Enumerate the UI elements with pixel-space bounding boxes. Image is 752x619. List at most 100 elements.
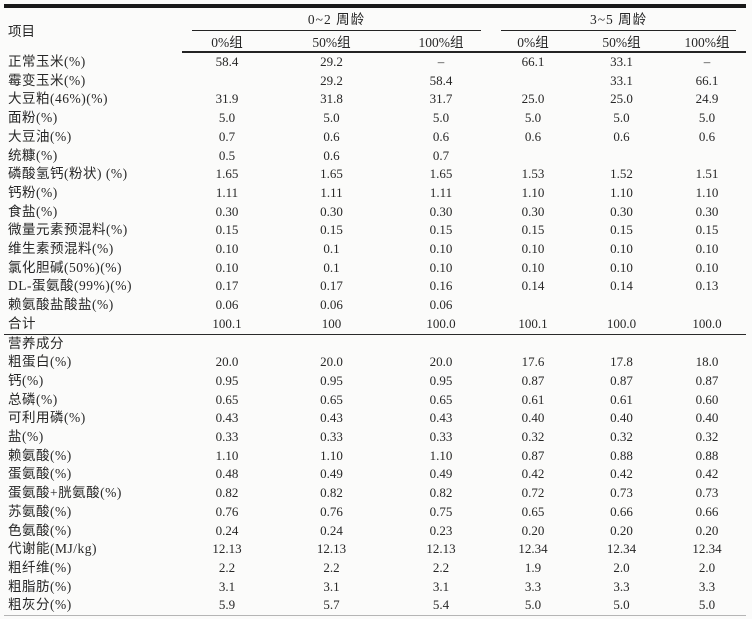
cell-value: 0.33	[215, 429, 239, 445]
cell-value: 58.4	[429, 72, 453, 88]
table-row: 合计 100.1 100 100.0 100.1 100.0 100.0	[4, 315, 746, 334]
cell-value: 0.42	[521, 466, 545, 482]
row-label: 正常玉米(%)	[8, 53, 86, 69]
cell-value: 100.0	[606, 315, 637, 331]
cell-value: 31.7	[429, 91, 453, 107]
cell-value: 5.0	[575, 596, 669, 617]
table-row: 总磷(%) 0.65 0.65 0.65 0.61 0.61 0.60	[4, 391, 746, 410]
table-row: 氯化胆碱(50%)(%) 0.10 0.1 0.10 0.10 0.10 0.10	[4, 259, 746, 278]
cell-value: 0.10	[215, 259, 239, 275]
row-label: 粗纤维(%)	[8, 559, 72, 575]
row-label: DL-蛋氨酸(99%)(%)	[8, 278, 132, 294]
cell-value: 0.15	[215, 222, 239, 238]
row-label: 粗蛋白(%)	[8, 354, 72, 370]
cell-value: 0.30	[610, 203, 633, 219]
cell-value: 0.1	[323, 259, 340, 275]
cell-value: 0.15	[695, 222, 719, 238]
table-row: 大豆油(%) 0.7 0.6 0.6 0.6 0.6 0.6	[4, 128, 746, 147]
cell-value: 1.10	[521, 184, 545, 200]
cell-value	[668, 147, 746, 166]
cell-value: 0.30	[429, 203, 453, 219]
row-label: 粗灰分(%)	[4, 596, 182, 617]
table-row: 大豆粕(46%)(%) 31.9 31.8 31.7 25.0 25.0 24.9	[4, 90, 746, 109]
cell-value: 0.7	[218, 128, 236, 144]
table-row: 正常玉米(%) 58.4 29.2 – 66.1 33.1 –	[4, 52, 746, 72]
row-label: 可利用磷(%)	[8, 410, 86, 426]
cell-value: 31.9	[215, 91, 239, 107]
cell-value: 0.87	[521, 447, 545, 463]
cell-value: 17.6	[521, 354, 545, 370]
item-column-header: 项目	[8, 24, 35, 39]
cell-value: 2.2	[432, 559, 450, 575]
row-label: 赖氨酸盐酸盐(%)	[8, 297, 114, 313]
column-header-row: 0%组 50%组 100%组 0%组 50%组 100%组	[4, 31, 747, 53]
cell-value: –	[703, 54, 711, 69]
cell-value: 0.30	[695, 203, 719, 219]
cell-value: 0.6	[323, 128, 340, 144]
cell-value: 0.20	[521, 522, 545, 538]
cell-value: 0.95	[320, 372, 343, 388]
cell-value: 0.61	[521, 391, 545, 407]
cell-value: 1.65	[429, 166, 453, 182]
cell-value: 0.48	[215, 466, 239, 482]
table-row: 粗灰分(%) 5.9 5.7 5.4 5.0 5.0 5.0	[4, 596, 747, 617]
row-label: 食盐(%)	[8, 203, 58, 219]
cell-value: 33.1	[610, 72, 633, 88]
cell-value: 100.0	[426, 315, 456, 331]
row-label: 苏氨酸(%)	[8, 503, 72, 519]
cell-value: 1.10	[429, 447, 453, 463]
row-label: 氯化胆碱(50%)(%)	[8, 259, 122, 275]
cell-value: 1.10	[320, 447, 343, 463]
group-header-3-5-weeks-label: 3~5 周龄	[501, 8, 737, 31]
cell-value: 0.10	[521, 241, 545, 257]
column-header: 100%组	[668, 31, 747, 53]
cell-value: 1.51	[695, 166, 719, 182]
cell-value: 0.82	[429, 485, 453, 501]
row-label: 色氨酸(%)	[8, 522, 72, 538]
section-header-row: 营养成分	[4, 333, 747, 354]
cell-value: 0.76	[215, 503, 239, 519]
table-row: 赖氨酸(%) 1.10 1.10 1.10 0.87 0.88 0.88	[4, 447, 746, 466]
table-body: 正常玉米(%) 58.4 29.2 – 66.1 33.1 – 霉变玉米(%) 29.2 58.4…	[4, 52, 747, 617]
cell-value: 0.40	[610, 410, 633, 426]
cell-value: 0.32	[695, 429, 719, 445]
cell-value: 0.06	[215, 297, 239, 313]
cell-value: 0.16	[429, 278, 453, 294]
cell-value: 0.60	[695, 391, 719, 407]
cell-value: 0.10	[695, 259, 719, 275]
cell-value: 0.82	[320, 485, 343, 501]
cell-value: –	[437, 54, 445, 69]
cell-value	[491, 72, 575, 91]
cell-value: 3.1	[218, 578, 236, 594]
cell-value: 0.42	[695, 466, 719, 482]
cell-value: 0.43	[215, 410, 239, 426]
cell-value: 1.9	[524, 559, 542, 575]
column-header: 0%组	[182, 31, 272, 53]
table-row: 钙(%) 0.95 0.95 0.95 0.87 0.87 0.87	[4, 372, 746, 391]
cell-value	[575, 296, 668, 315]
table-row: 面粉(%) 5.0 5.0 5.0 5.0 5.0 5.0	[4, 109, 746, 128]
cell-value: 0.82	[215, 485, 239, 501]
cell-value: 20.0	[429, 354, 453, 370]
row-label: 钙(%)	[8, 372, 44, 388]
cell-value: 0.43	[429, 410, 453, 426]
cell-value: 0.87	[695, 372, 719, 388]
group-header-0-2-weeks: 0~2 周龄	[182, 6, 491, 31]
cell-value: 0.87	[521, 372, 545, 388]
cell-value: 0.73	[610, 485, 633, 501]
cell-value: 12.34	[518, 541, 548, 557]
cell-value: 0.72	[521, 485, 545, 501]
cell-value: 0.6	[613, 128, 630, 144]
row-label: 统糠(%)	[8, 147, 58, 163]
cell-value: 0.06	[429, 297, 453, 313]
row-label: 总磷(%)	[8, 391, 58, 407]
table-row: 霉变玉米(%) 29.2 58.4 33.1 66.1	[4, 72, 746, 91]
cell-value: 2.0	[613, 559, 630, 575]
group-header-row: 项目 0~2 周龄 3~5 周龄	[4, 6, 746, 39]
cell-value: 3.3	[698, 578, 716, 594]
group-header-3-5-weeks: 3~5 周龄	[491, 6, 746, 31]
cell-value: 100.1	[212, 315, 242, 331]
cell-value: 0.23	[429, 522, 453, 538]
row-label: 霉变玉米(%)	[8, 72, 86, 88]
